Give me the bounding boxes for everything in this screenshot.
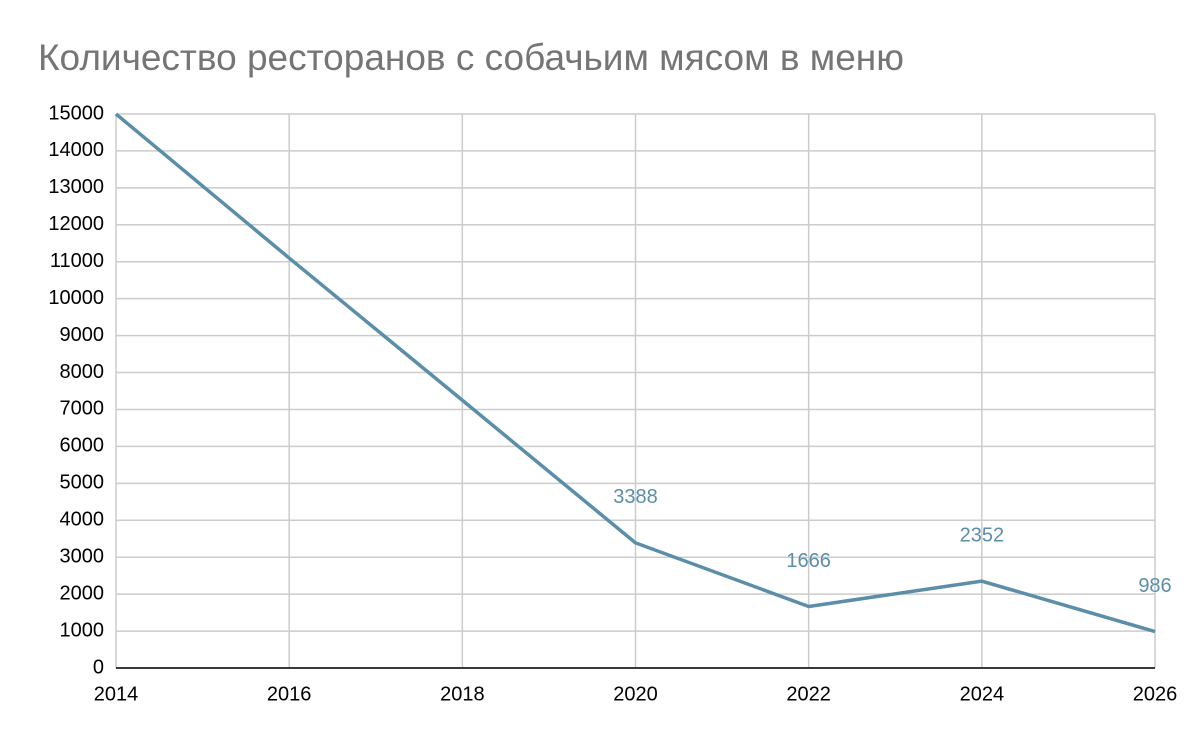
y-tick-label: 10000 [48, 287, 104, 309]
x-tick-label: 2024 [960, 683, 1005, 705]
data-label: 1666 [786, 550, 831, 572]
x-tick-label: 2022 [786, 683, 831, 705]
y-tick-label: 6000 [60, 435, 105, 457]
data-label: 3388 [613, 486, 658, 508]
y-tick-label: 5000 [60, 472, 105, 494]
y-tick-label: 4000 [60, 509, 105, 531]
x-tick-label: 2014 [94, 683, 139, 705]
x-tick-label: 2020 [613, 683, 658, 705]
y-tick-label: 3000 [60, 545, 105, 567]
x-tick-label: 2016 [267, 683, 312, 705]
y-tick-label: 8000 [60, 361, 105, 383]
y-tick-label: 2000 [60, 582, 105, 604]
y-tick-label: 1000 [60, 619, 105, 641]
y-tick-label: 9000 [60, 324, 105, 346]
x-tick-label: 2018 [440, 683, 485, 705]
x-tick-label: 2026 [1133, 683, 1178, 705]
y-tick-label: 15000 [48, 102, 104, 124]
data-label: 2352 [960, 524, 1005, 546]
y-tick-label: 11000 [50, 250, 104, 272]
y-tick-label: 0 [93, 656, 104, 678]
series-line [114, 112, 1156, 634]
chart-title: Количество ресторанов с собачьим мясом в… [38, 37, 904, 78]
y-tick-label: 14000 [48, 139, 104, 161]
data-label: 986 [1138, 575, 1171, 597]
y-tick-label: 12000 [48, 213, 104, 235]
y-tick-label: 7000 [60, 398, 105, 420]
y-tick-label: 13000 [48, 176, 104, 198]
